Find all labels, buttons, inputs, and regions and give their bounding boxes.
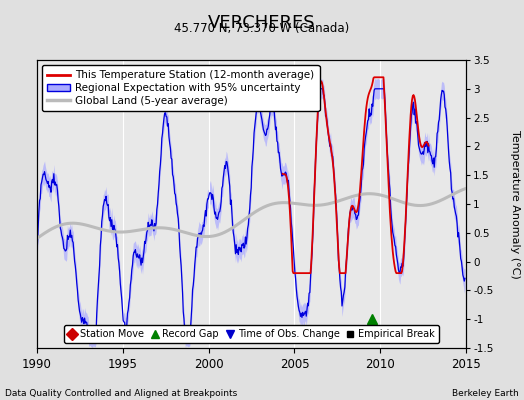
Text: 45.770 N, 73.370 W (Canada): 45.770 N, 73.370 W (Canada) [174,22,350,35]
Y-axis label: Temperature Anomaly (°C): Temperature Anomaly (°C) [510,130,520,278]
Text: VERCHERES: VERCHERES [208,14,316,32]
Legend: Station Move, Record Gap, Time of Obs. Change, Empirical Break: Station Move, Record Gap, Time of Obs. C… [64,325,439,343]
Text: Data Quality Controlled and Aligned at Breakpoints: Data Quality Controlled and Aligned at B… [5,389,237,398]
Text: Berkeley Earth: Berkeley Earth [452,389,519,398]
